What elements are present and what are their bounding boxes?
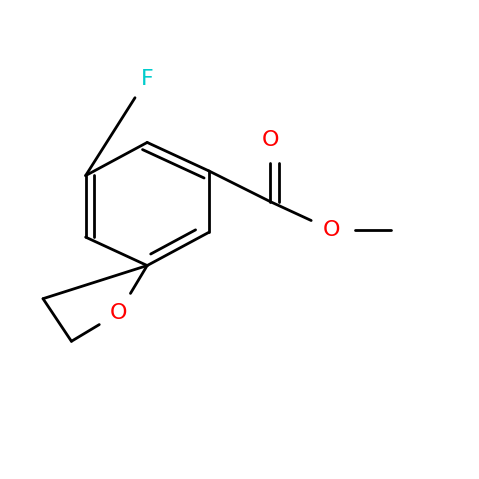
Text: F: F bbox=[141, 68, 154, 89]
Text: O: O bbox=[323, 220, 341, 240]
Text: O: O bbox=[110, 303, 127, 323]
Text: O: O bbox=[262, 130, 279, 150]
